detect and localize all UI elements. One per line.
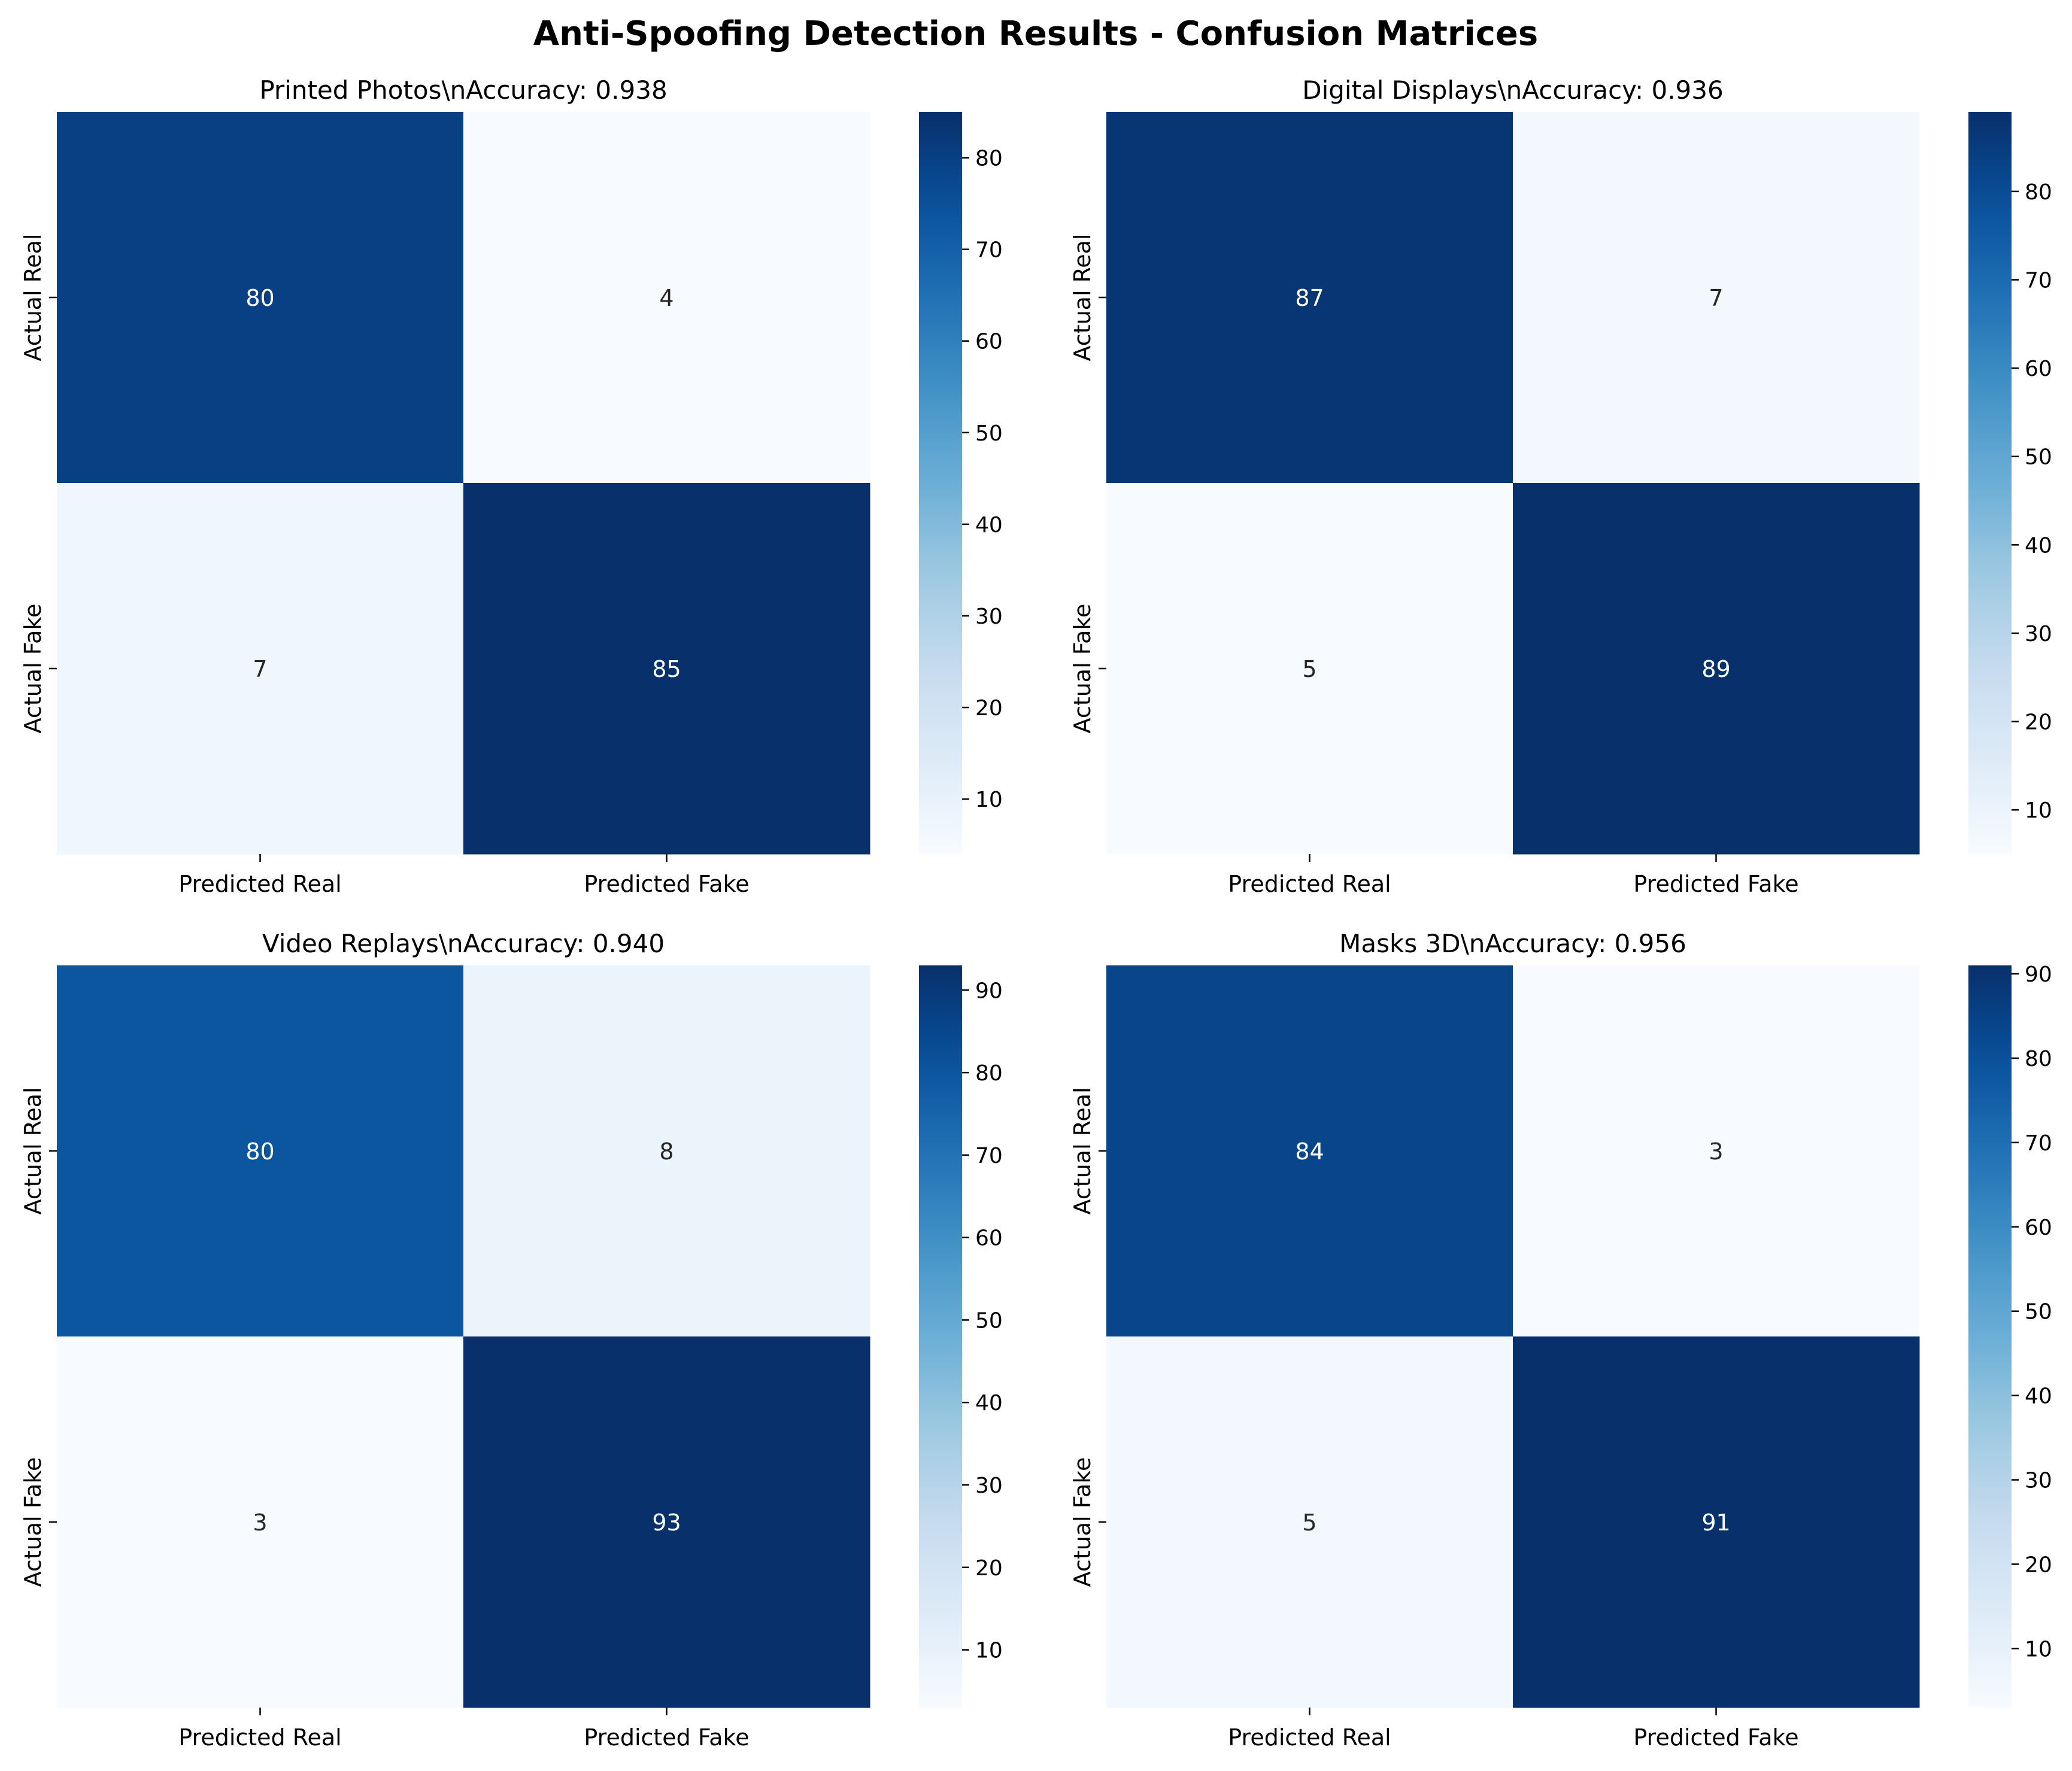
- y-tick-label: Actual Fake: [20, 604, 46, 734]
- figure-title: Anti-Spoofing Detection Results - Confus…: [533, 14, 1538, 53]
- heatmap-panel: Video Replays\nAccuracy: 0.940 80 8 3 93 Pred…: [20, 929, 1003, 1751]
- colorbar-tick-label: 10: [2025, 798, 2052, 823]
- heatmap-cell: [57, 112, 464, 484]
- panel-title: Masks 3D\nAccuracy: 0.956: [1339, 929, 1686, 958]
- cell-value-label: 7: [1709, 285, 1723, 311]
- colorbar-tick-label: 20: [975, 696, 1003, 721]
- heatmap-cell: [463, 112, 870, 484]
- colorbar-tick-label: 60: [975, 330, 1003, 354]
- y-tick-label: Actual Real: [20, 233, 46, 361]
- panel-title: Digital Displays\nAccuracy: 0.936: [1302, 75, 1723, 105]
- x-tick-label: Predicted Real: [178, 871, 341, 897]
- colorbar-tick-label: 50: [975, 1308, 1003, 1333]
- x-tick-label: Predicted Real: [1228, 871, 1391, 897]
- colorbar-tick-label: 40: [975, 1391, 1003, 1415]
- heatmap-cell: [1513, 483, 1920, 855]
- x-tick-label: Predicted Fake: [1633, 1724, 1798, 1751]
- colorbar-tick-label: 40: [2025, 1384, 2052, 1409]
- heatmap-cell: [1106, 483, 1513, 855]
- colorbar-tick-label: 60: [975, 1226, 1003, 1251]
- cell-value-label: 91: [1701, 1509, 1730, 1536]
- x-tick-label: Predicted Fake: [1633, 871, 1798, 897]
- heatmap-panel: Digital Displays\nAccuracy: 0.936 87 7 5 89 P…: [1069, 75, 2052, 897]
- colorbar-tick-label: 80: [975, 1061, 1003, 1086]
- colorbar-tick-label: 10: [975, 1639, 1003, 1663]
- heatmap-cell: [1513, 112, 1920, 484]
- colorbar-tick-label: 20: [2025, 1553, 2052, 1577]
- heatmap-cell: [463, 965, 870, 1337]
- cell-value-label: 8: [659, 1138, 674, 1165]
- colorbar-tick-label: 60: [2025, 1216, 2052, 1240]
- y-tick-label: Actual Fake: [1069, 604, 1096, 734]
- cell-value-label: 3: [1709, 1138, 1723, 1165]
- heatmap-cell: [57, 1336, 464, 1708]
- cell-value-label: 87: [1295, 285, 1324, 311]
- x-tick-label: Predicted Fake: [584, 1724, 749, 1751]
- colorbar-tick-label: 50: [975, 421, 1003, 446]
- colorbar: [919, 965, 962, 1708]
- colorbar-tick-label: 30: [975, 604, 1003, 629]
- heatmap-cell: [1106, 965, 1513, 1337]
- colorbar: [919, 112, 962, 854]
- colorbar-tick-label: 90: [2025, 962, 2052, 987]
- colorbar-tick-label: 30: [2025, 622, 2052, 646]
- panel-title: Video Replays\nAccuracy: 0.940: [262, 929, 665, 958]
- cell-value-label: 4: [659, 285, 674, 311]
- x-tick-label: Predicted Real: [178, 1724, 341, 1751]
- colorbar-tick-label: 80: [2025, 180, 2052, 205]
- cell-value-label: 7: [253, 656, 267, 682]
- colorbar-tick-label: 40: [975, 513, 1003, 537]
- colorbar-tick-label: 20: [2025, 710, 2052, 735]
- colorbar-tick-label: 30: [2025, 1469, 2052, 1493]
- heatmap-panel: Printed Photos\nAccuracy: 0.938 80 4 7 85 Pre…: [20, 75, 1003, 897]
- colorbar-tick-label: 80: [2025, 1047, 2052, 1071]
- colorbar-tick-label: 70: [975, 1144, 1003, 1168]
- heatmap-cell: [463, 1336, 870, 1708]
- colorbar-tick-label: 30: [975, 1474, 1003, 1498]
- y-tick-label: Actual Real: [1069, 233, 1096, 361]
- cell-value-label: 5: [1302, 656, 1316, 682]
- panel-title: Printed Photos\nAccuracy: 0.938: [259, 75, 667, 105]
- colorbar-tick-label: 70: [975, 238, 1003, 263]
- heatmap-panel: Masks 3D\nAccuracy: 0.956 84 3 5 91 Predicted…: [1069, 929, 2052, 1751]
- colorbar-tick-label: 70: [2025, 268, 2052, 293]
- cell-value-label: 5: [1302, 1509, 1316, 1536]
- cell-value-label: 85: [652, 656, 681, 682]
- cell-value-label: 89: [1701, 656, 1730, 682]
- colorbar: [1968, 112, 2012, 854]
- cell-value-label: 3: [253, 1509, 267, 1536]
- heatmap-cell: [1106, 112, 1513, 484]
- heatmap-cell: [1513, 965, 1920, 1337]
- x-tick-label: Predicted Fake: [584, 871, 749, 897]
- x-tick-label: Predicted Real: [1228, 1724, 1391, 1751]
- heatmap-cell: [57, 965, 464, 1337]
- colorbar-tick-label: 90: [975, 979, 1003, 1003]
- colorbar-tick-label: 20: [975, 1556, 1003, 1581]
- heatmap-cell: [1513, 1336, 1920, 1708]
- colorbar: [1968, 965, 2012, 1708]
- y-tick-label: Actual Real: [1069, 1087, 1096, 1214]
- heatmap-cell: [1106, 1336, 1513, 1708]
- y-tick-label: Actual Fake: [20, 1457, 46, 1587]
- colorbar-tick-label: 70: [2025, 1131, 2052, 1156]
- colorbar-tick-label: 80: [975, 147, 1003, 171]
- colorbar-tick-label: 60: [2025, 357, 2052, 381]
- heatmap-cell: [463, 483, 870, 855]
- colorbar-tick-label: 10: [2025, 1637, 2052, 1661]
- colorbar-tick-label: 40: [2025, 533, 2052, 558]
- y-tick-label: Actual Real: [20, 1087, 46, 1214]
- colorbar-tick-label: 50: [2025, 1300, 2052, 1325]
- heatmap-cell: [57, 483, 464, 855]
- cell-value-label: 80: [245, 285, 274, 311]
- cell-value-label: 84: [1295, 1138, 1324, 1165]
- colorbar-tick-label: 10: [975, 788, 1003, 812]
- y-tick-label: Actual Fake: [1069, 1457, 1096, 1587]
- cell-value-label: 80: [245, 1138, 274, 1165]
- cell-value-label: 93: [652, 1509, 681, 1536]
- colorbar-tick-label: 50: [2025, 445, 2052, 470]
